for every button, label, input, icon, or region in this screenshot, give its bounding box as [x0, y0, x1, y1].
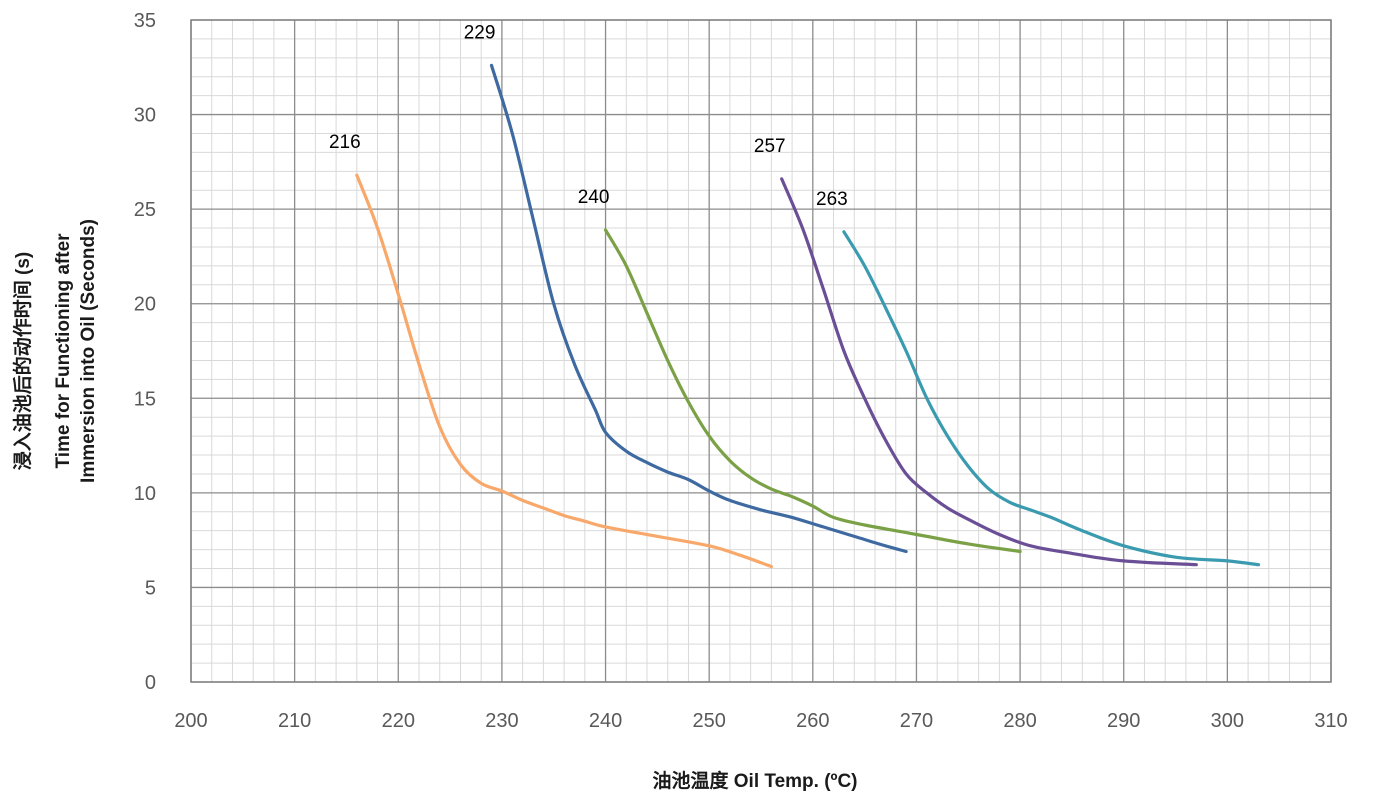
minor-grid	[191, 20, 1331, 682]
y-axis-title-line-2: Time for Functioning after	[53, 233, 74, 469]
x-axis-title: 油池温度 Oil Temp. (ºC)	[652, 769, 857, 792]
y-tick-label: 25	[134, 199, 156, 221]
x-tick-label: 300	[1211, 710, 1244, 732]
series-line-257	[780, 177, 1198, 567]
y-axis-title-line-3: Immersion into Oil (Seconds)	[78, 219, 99, 483]
series-label-263: 263	[816, 189, 848, 210]
x-tick-label: 240	[589, 710, 622, 732]
y-tick-label: 20	[134, 294, 156, 316]
y-tick-label: 15	[134, 388, 156, 410]
y-axis-ticks: 0 5 10 15 20 25 30 35	[134, 10, 156, 694]
x-tick-label: 280	[1003, 710, 1036, 732]
series-layer	[355, 63, 1261, 569]
x-tick-label: 290	[1107, 710, 1140, 732]
x-tick-label: 260	[796, 710, 829, 732]
y-tick-label: 35	[134, 10, 156, 32]
y-tick-label: 10	[134, 483, 156, 505]
y-axis-title-line-1: 浸入油池后的动作时间 (s)	[11, 252, 34, 471]
series-label-257: 257	[754, 136, 786, 157]
x-tick-label: 270	[900, 710, 933, 732]
series-label-216: 216	[329, 132, 361, 153]
x-tick-label: 230	[485, 710, 518, 732]
plot-border	[190, 19, 1332, 683]
series-label-240: 240	[578, 187, 610, 208]
series-line-229	[489, 63, 908, 554]
series-label-229: 229	[464, 22, 496, 43]
x-axis-ticks: 200 210 220 230 240 250 260 270 280 290 300 310	[174, 710, 1347, 732]
plot-background	[191, 20, 1331, 682]
series-line-263	[842, 230, 1261, 567]
x-tick-label: 200	[174, 710, 207, 732]
x-tick-label: 220	[382, 710, 415, 732]
series-labels: 216 229 240 257 263	[329, 22, 848, 209]
x-tick-label: 250	[692, 710, 725, 732]
series-line-216	[355, 173, 773, 569]
y-axis-title: 浸入油池后的动作时间 (s) Time for Functioning afte…	[11, 219, 99, 483]
y-tick-label: 5	[145, 577, 156, 599]
y-tick-label: 30	[134, 105, 156, 127]
y-tick-label: 0	[145, 672, 156, 694]
series-line-240	[603, 228, 1022, 554]
x-tick-label: 210	[278, 710, 311, 732]
x-tick-label: 310	[1314, 710, 1347, 732]
